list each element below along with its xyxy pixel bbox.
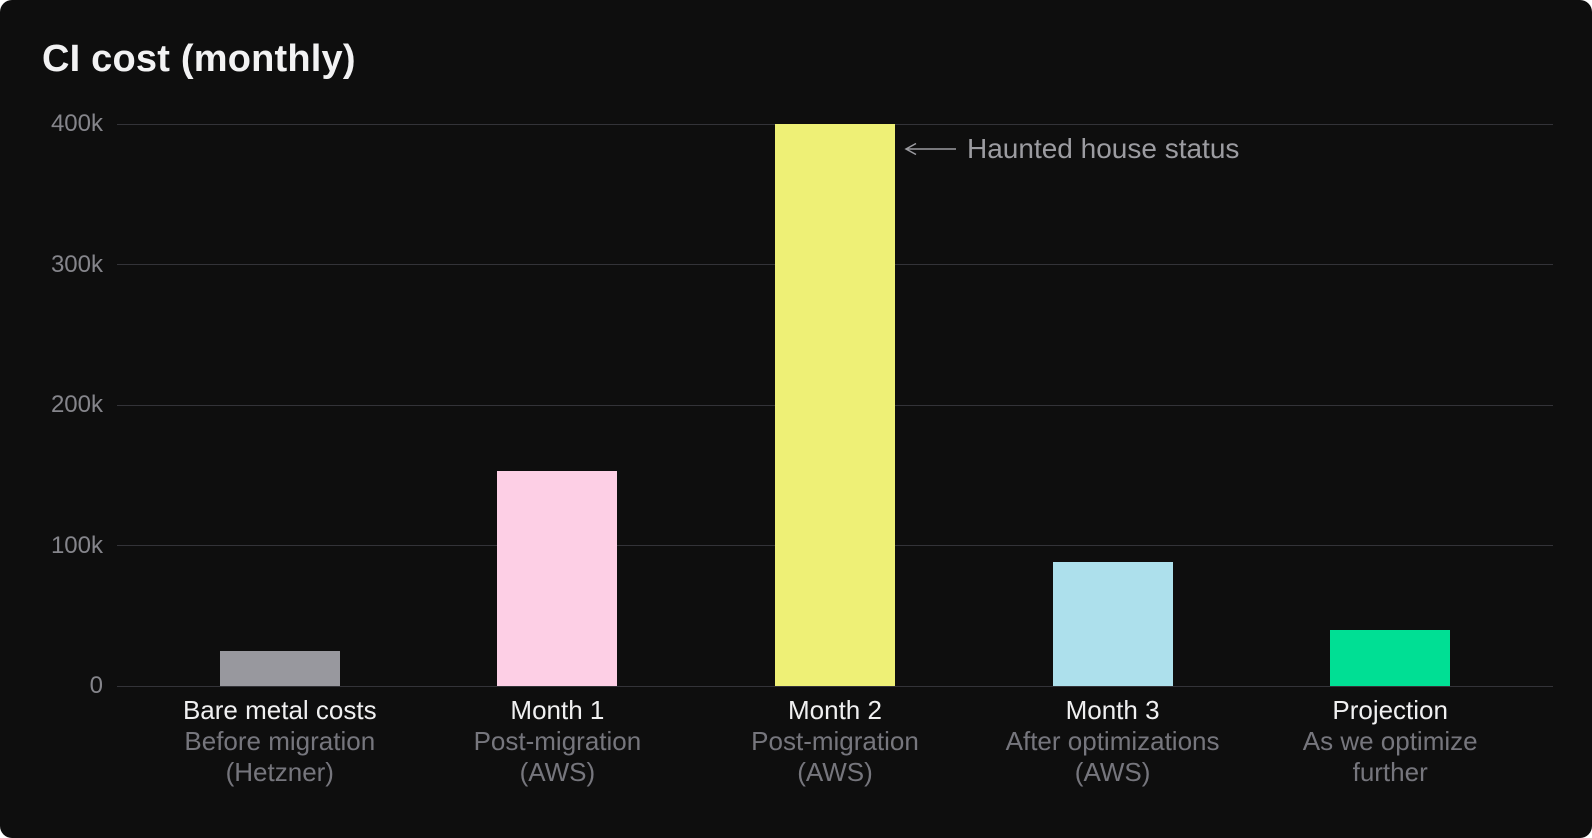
x-label-sub-month-1-1: (AWS) (519, 757, 596, 787)
chart-title: CI cost (monthly) (42, 38, 356, 80)
y-tick-label-200k: 200k (50, 391, 103, 418)
annotation: Haunted house status (901, 133, 1239, 165)
x-label-main-projection: Projection (1332, 695, 1448, 725)
gridline-0 (117, 685, 1553, 687)
x-label-sub-month-1-0: Post-migration (473, 726, 642, 756)
y-tick-label-400k: 400k (50, 110, 103, 137)
x-label-sub-bare-metal-costs-0: Before migration (184, 726, 376, 756)
bar-bare-metal-costs (219, 651, 340, 686)
bar-month-2 (774, 124, 895, 686)
x-label-sub-bare-metal-costs-1: (Hetzner) (225, 757, 334, 787)
bar-month-1 (497, 471, 618, 686)
bar-projection (1330, 630, 1451, 686)
x-label-month-3: Month 3 After optimizations (AWS) (974, 694, 1252, 788)
x-label-sub-projection-1: further (1352, 757, 1428, 787)
bar-slot-month-3 (974, 124, 1252, 686)
bar-slot-projection (1251, 124, 1529, 686)
x-label-projection: Projection As we optimize further (1251, 694, 1529, 788)
y-tick-label-0: 0 (89, 672, 103, 699)
x-label-month-1: Month 1 Post-migration (AWS) (419, 694, 697, 788)
left-arrow-icon (904, 142, 956, 156)
x-label-sub-month-3-0: After optimizations (1005, 726, 1220, 756)
bars-row (117, 124, 1553, 686)
x-label-main-bare-metal-costs: Bare metal costs (182, 695, 377, 725)
x-label-sub-month-2-1: (AWS) (797, 757, 873, 787)
bar-slot-month-1 (419, 124, 697, 686)
x-label-main-month-3: Month 3 (1065, 695, 1160, 725)
x-label-main-month-2: Month 2 (788, 695, 882, 725)
x-label-bare-metal-costs: Bare metal costs Before migration (Hetzner… (141, 694, 419, 788)
bar-slot-month-2 (696, 124, 974, 686)
x-label-sub-projection-0: As we optimize (1302, 726, 1478, 756)
y-tick-label-300k: 300k (50, 250, 103, 278)
x-label-sub-month-3-1: (AWS) (1074, 757, 1151, 787)
x-label-main-month-1: Month 1 (510, 695, 605, 725)
annotation-text: Haunted house status (967, 133, 1240, 164)
x-axis-labels: Bare metal costs Before migration (Hetzner… (117, 694, 1553, 788)
y-tick-label-100k: 100k (50, 531, 103, 559)
x-label-sub-month-2-0: Post-migration (751, 726, 919, 756)
x-label-month-2: Month 2 Post-migration (AWS) (696, 694, 974, 788)
bar-slot-bare-metal-costs (141, 124, 419, 686)
bar-month-3 (1052, 562, 1173, 686)
